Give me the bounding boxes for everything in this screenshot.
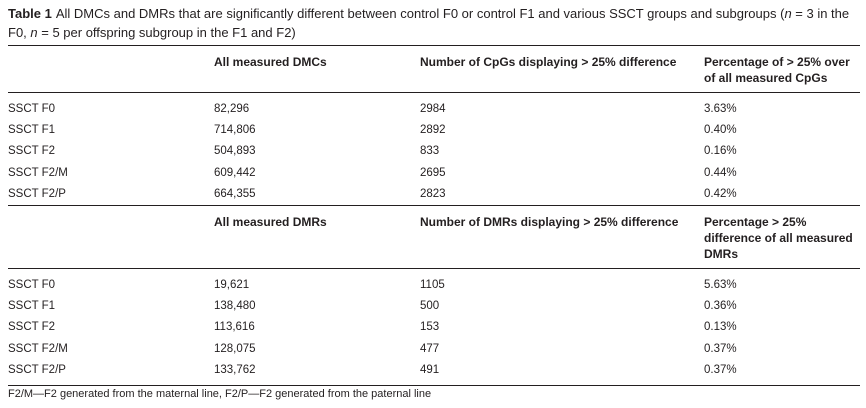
table-cell: 664,355 [214,187,256,200]
table-row: SSCT F2/M 128,075 477 0.37% [8,339,860,360]
caption-n-1: n [784,6,792,21]
table-row: SSCT F2 113,616 153 0.13% [8,317,860,338]
header-cell [8,45,214,93]
table-cell: 500 [420,300,440,313]
header-cell: All measured DMCs [214,45,420,93]
caption-text-1: All DMCs and DMRs that are significantly… [55,6,785,21]
table-cell: 0.13% [704,321,737,334]
table-cell: 0.37% [704,359,860,386]
table-cell: 833 [420,145,440,158]
row-label: SSCT F0 [8,279,56,292]
table-row: SSCT F2/M 609,442 2695 0.44% [8,163,860,184]
row-label: SSCT F2/M [8,342,68,355]
table-cell: 2892 [420,124,446,137]
data-table: All measured DMCs Number of CpGs display… [8,45,860,386]
header-cell: Number of CpGs displaying > 25% differen… [420,45,704,93]
table-row: SSCT F0 19,621 1105 5.63% [8,268,860,296]
table-cell: 0.16% [704,145,737,158]
row-label: SSCT F2 [8,321,56,334]
table-row: SSCT F1 714,806 2892 0.40% [8,120,860,141]
table-cell: 133,762 [214,359,420,386]
table-cell: 504,893 [214,145,256,158]
table-cell: 0.36% [704,300,737,313]
table-cell: 113,616 [214,321,255,334]
table-cell: 153 [420,321,440,334]
table-cell: 0.37% [704,342,737,355]
row-label: SSCT F0 [8,103,56,116]
header-cell: Number of DMRs displaying > 25% differen… [420,204,704,269]
row-label: SSCT F1 [8,124,56,137]
table-cell: 3.63% [704,103,737,116]
dmc-header-row: All measured DMCs Number of CpGs display… [8,45,860,93]
table-row: SSCT F0 82,296 2984 3.63% [8,93,860,121]
row-label: SSCT F2/M [8,166,68,179]
caption-text-3: = 5 per offspring subgroup in the F1 and… [37,25,296,40]
table-row: SSCT F1 138,480 500 0.36% [8,296,860,317]
caption-text-2: = 3 in the F0, [8,6,850,40]
table-cell: 609,442 [214,166,256,179]
table-cell: 128,075 [214,342,256,355]
table-cell: 2823 [420,187,446,200]
header-cell: Percentage of > 25% over of all measured… [704,45,860,93]
table-row: SSCT F2 504,893 833 0.16% [8,141,860,162]
table-label: Table 1 [8,6,52,21]
table-cell: 2984 [420,103,446,116]
row-label: SSCT F2/P [8,187,66,200]
table-cell: 138,480 [214,300,256,313]
row-label: SSCT F2/P [8,359,214,386]
table-cell: 0.40% [704,124,737,137]
table-cell: 0.42% [704,187,737,200]
row-label: SSCT F2 [8,145,56,158]
table-cell: 0.44% [704,166,737,179]
table-cell: 714,806 [214,124,256,137]
table-caption: Table 1 All DMCs and DMRs that are signif… [8,4,858,42]
table-footnote: F2/M—F2 generated from the maternal line… [8,388,432,400]
caption-n-2: n [30,25,38,40]
table-row: SSCT F2/P 133,762 491 0.37% [8,359,860,386]
row-label: SSCT F1 [8,300,56,313]
header-cell [8,204,214,269]
table-cell: 491 [420,359,704,386]
table-cell: 477 [420,342,440,355]
dmr-header-row: All measured DMRs Number of DMRs display… [8,204,860,269]
header-cell: All measured DMRs [214,204,420,269]
table-row: SSCT F2/P 664,355 2823 0.42% [8,184,860,206]
table-cell: 1105 [420,279,445,292]
table-cell: 5.63% [704,279,737,292]
table-cell: 2695 [420,166,446,179]
table-cell: 19,621 [214,279,250,292]
header-cell: Percentage > 25% difference of all measu… [704,204,860,269]
table-cell: 82,296 [214,103,250,116]
